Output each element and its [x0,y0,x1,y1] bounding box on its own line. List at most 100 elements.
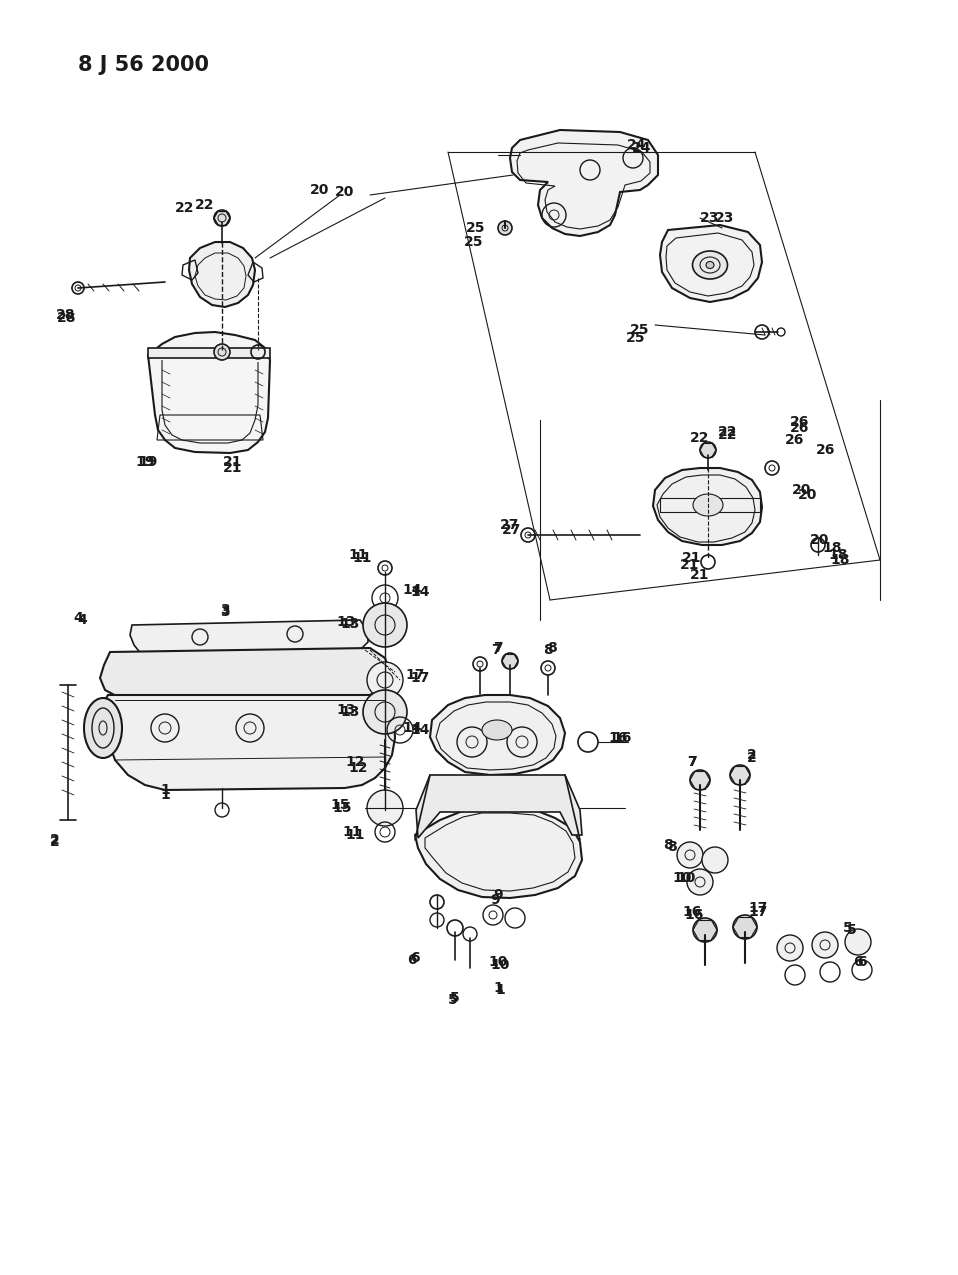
Circle shape [214,210,230,226]
Text: 2: 2 [747,751,757,765]
Text: 21: 21 [691,567,710,581]
Text: 16: 16 [682,905,701,919]
Text: 11: 11 [342,825,362,839]
Text: 8 J 56 2000: 8 J 56 2000 [78,55,209,75]
Polygon shape [430,695,565,775]
Text: 5: 5 [847,923,856,937]
Text: 25: 25 [465,235,484,249]
Text: 17: 17 [405,668,424,682]
Text: 25: 25 [467,221,486,235]
Text: 8: 8 [543,643,553,657]
Circle shape [845,929,871,955]
Text: 1: 1 [495,983,505,997]
Text: 28: 28 [57,311,77,325]
Text: 5: 5 [448,993,458,1007]
Text: 16: 16 [684,908,704,922]
Text: 1: 1 [160,783,170,797]
Text: 22: 22 [195,198,215,212]
Text: 2: 2 [50,833,59,847]
Text: 16: 16 [612,731,631,745]
Text: 8: 8 [667,840,677,854]
Text: 3: 3 [220,603,230,617]
Circle shape [367,790,403,826]
Text: 10: 10 [673,871,692,885]
Polygon shape [148,348,270,358]
Text: 26: 26 [816,442,835,456]
Text: 23: 23 [700,210,719,224]
Text: 19: 19 [135,455,154,469]
Text: 13: 13 [336,615,355,629]
Circle shape [812,932,838,958]
Text: 14: 14 [410,723,430,737]
Ellipse shape [482,720,512,739]
Text: 26: 26 [790,421,810,435]
Text: 2: 2 [50,835,59,849]
Circle shape [700,442,716,458]
Polygon shape [415,808,582,898]
Circle shape [498,221,512,235]
Text: 8: 8 [547,641,557,655]
Text: 21: 21 [680,558,699,572]
Text: 10: 10 [490,958,510,972]
Text: 27: 27 [502,523,522,537]
Text: 21: 21 [223,462,242,476]
Text: 24: 24 [632,142,651,156]
Text: 16: 16 [608,731,627,745]
Circle shape [363,603,407,646]
Text: 7: 7 [687,755,696,769]
Text: 15: 15 [332,801,352,815]
Text: 26: 26 [790,414,810,428]
Text: 11: 11 [345,827,365,842]
Ellipse shape [693,493,723,516]
Text: 28: 28 [57,309,76,323]
Text: 6: 6 [854,955,863,969]
Circle shape [730,765,750,785]
Text: 14: 14 [402,720,422,734]
Circle shape [677,842,703,868]
Text: 21: 21 [682,551,702,565]
Text: 25: 25 [627,332,646,346]
Circle shape [502,653,518,669]
Polygon shape [416,775,582,838]
Polygon shape [653,468,762,544]
Text: 11: 11 [353,551,372,565]
Text: 6: 6 [857,955,867,969]
Text: 22: 22 [718,425,738,439]
Text: 22: 22 [175,201,194,215]
Text: 17: 17 [410,671,430,685]
Text: 1: 1 [493,980,503,994]
Text: 20: 20 [335,185,354,199]
Text: 4: 4 [73,611,83,625]
Text: 19: 19 [138,455,158,469]
Text: 25: 25 [630,323,650,337]
Text: 18: 18 [822,541,842,555]
Text: 4: 4 [78,613,87,627]
Text: 17: 17 [748,905,767,919]
Text: 21: 21 [223,455,242,469]
Text: 6: 6 [410,951,420,965]
Text: 26: 26 [786,434,805,448]
Text: 13: 13 [340,617,359,631]
Text: 13: 13 [336,703,355,717]
Text: 14: 14 [410,585,430,599]
Text: 24: 24 [627,138,647,152]
Circle shape [687,870,713,895]
Circle shape [363,690,407,734]
Text: 13: 13 [340,705,359,719]
Text: 2: 2 [747,748,757,762]
Text: 17: 17 [748,901,767,915]
Circle shape [367,662,403,697]
Text: 6: 6 [407,952,417,966]
Circle shape [214,344,230,360]
Circle shape [693,918,717,942]
Text: 15: 15 [331,798,350,812]
Text: 20: 20 [810,533,830,547]
Polygon shape [100,648,390,697]
Text: 22: 22 [691,431,710,445]
Text: 23: 23 [716,210,735,224]
Circle shape [690,770,710,790]
Text: 10: 10 [489,955,508,969]
Circle shape [777,935,803,961]
Text: 9: 9 [490,892,500,907]
Text: 11: 11 [349,548,368,562]
